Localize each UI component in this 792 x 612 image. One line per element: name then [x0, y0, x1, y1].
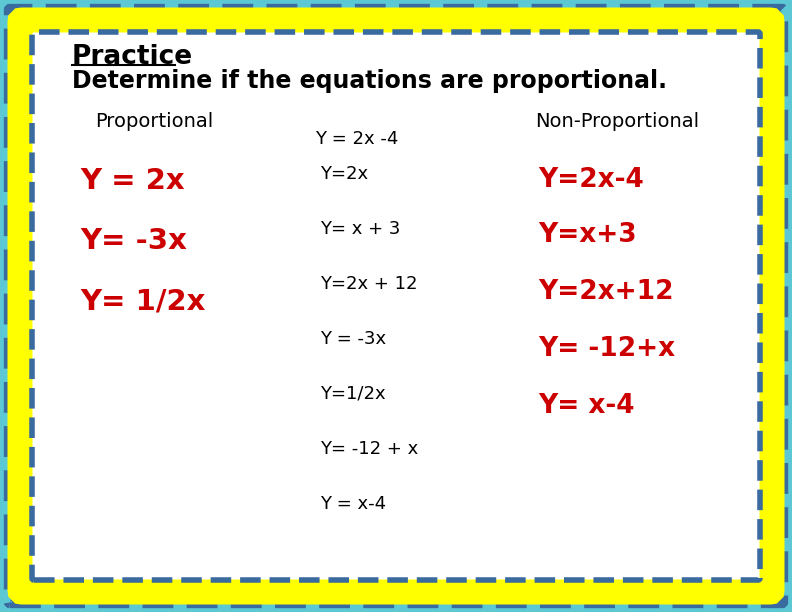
Text: Determine if the equations are proportional.: Determine if the equations are proportio… [72, 69, 667, 93]
Text: Y=x+3: Y=x+3 [538, 222, 637, 248]
Text: Non-Proportional: Non-Proportional [535, 112, 699, 131]
Text: Y = 2x: Y = 2x [80, 167, 185, 195]
Text: Y=1/2x: Y=1/2x [320, 385, 386, 403]
Text: Y=2x + 12: Y=2x + 12 [320, 275, 417, 293]
FancyBboxPatch shape [20, 20, 772, 592]
Text: Practice: Practice [72, 44, 193, 70]
Text: Proportional: Proportional [95, 112, 213, 131]
Text: Y= -3x: Y= -3x [80, 227, 187, 255]
Text: Y=2x-4: Y=2x-4 [538, 167, 644, 193]
FancyBboxPatch shape [8, 8, 784, 604]
Text: Y= 1/2x: Y= 1/2x [80, 287, 205, 315]
Text: Y= x + 3: Y= x + 3 [320, 220, 401, 238]
Text: Y = -3x: Y = -3x [320, 330, 386, 348]
Text: Y= -12+x: Y= -12+x [538, 336, 675, 362]
Text: Y=2x: Y=2x [320, 165, 368, 183]
Text: Y= -12 + x: Y= -12 + x [320, 440, 418, 458]
Text: Y= x-4: Y= x-4 [538, 393, 634, 419]
Text: Y = x-4: Y = x-4 [320, 495, 386, 513]
Text: Y=2x+12: Y=2x+12 [538, 279, 673, 305]
Text: Y = 2x -4: Y = 2x -4 [315, 130, 398, 148]
